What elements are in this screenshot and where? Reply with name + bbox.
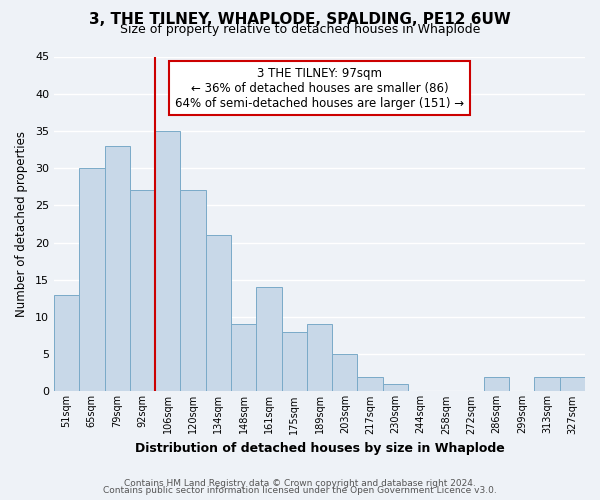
Bar [484,376,509,392]
Bar [307,324,332,392]
Bar [358,376,383,392]
Bar [281,332,307,392]
Bar [155,131,181,392]
Bar [54,294,79,392]
Bar [104,146,130,392]
X-axis label: Distribution of detached houses by size in Whaplode: Distribution of detached houses by size … [134,442,505,455]
Bar [560,376,585,392]
Bar [256,287,281,392]
Text: 3, THE TILNEY, WHAPLODE, SPALDING, PE12 6UW: 3, THE TILNEY, WHAPLODE, SPALDING, PE12 … [89,12,511,28]
Bar [231,324,256,392]
Text: Contains public sector information licensed under the Open Government Licence v3: Contains public sector information licen… [103,486,497,495]
Bar [181,190,206,392]
Bar [332,354,358,392]
Bar [79,168,104,392]
Bar [206,235,231,392]
Bar [383,384,408,392]
Text: Contains HM Land Registry data © Crown copyright and database right 2024.: Contains HM Land Registry data © Crown c… [124,478,476,488]
Text: 3 THE TILNEY: 97sqm
← 36% of detached houses are smaller (86)
64% of semi-detach: 3 THE TILNEY: 97sqm ← 36% of detached ho… [175,66,464,110]
Text: Size of property relative to detached houses in Whaplode: Size of property relative to detached ho… [120,22,480,36]
Y-axis label: Number of detached properties: Number of detached properties [15,131,28,317]
Bar [130,190,155,392]
Bar [535,376,560,392]
